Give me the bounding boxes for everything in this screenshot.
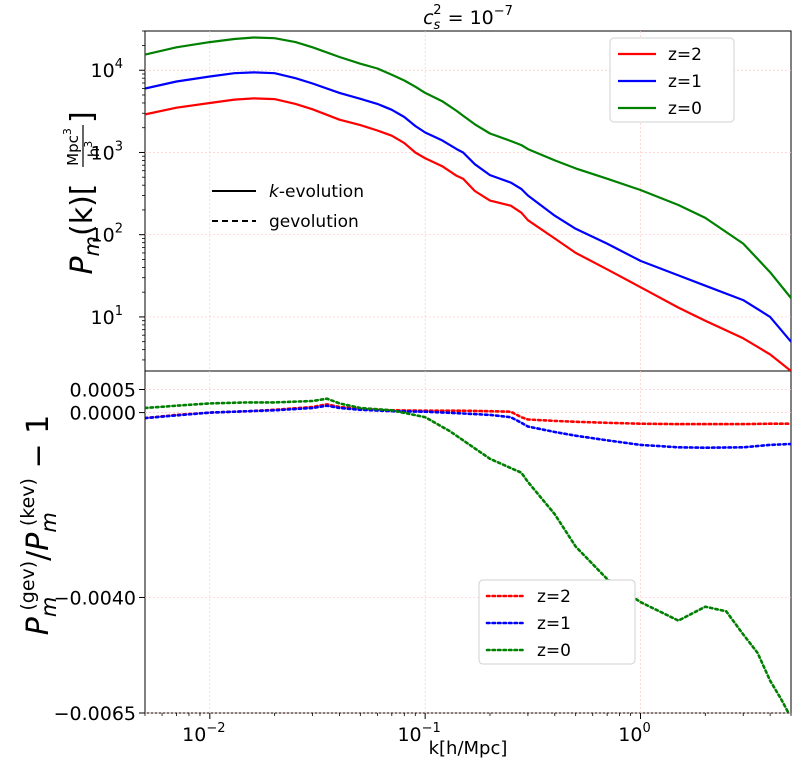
style-legend-k: k [269, 182, 280, 202]
bottom-legend-frame [478, 579, 636, 665]
title-c: c [423, 7, 434, 29]
top-legend-frame [609, 37, 735, 123]
svg-text:Mpc3: Mpc3 [61, 128, 82, 166]
bottom-color-legend: z=2 z=1 z=0 [478, 579, 636, 665]
bottom-ytick-label-1: 0.0000 [70, 403, 136, 425]
top-ytick-label-0: 101 [91, 304, 123, 329]
top-yaxis-ticks: 101 102 103 104 [91, 30, 145, 361]
top-ylabel: Pm(k)[ Mpc3 h3 ] [61, 111, 104, 274]
xtick-label-1: 10−1 [397, 721, 440, 746]
style-legend: k-evolution gevolution [212, 182, 364, 232]
ylabel-num: Mpc [64, 135, 82, 166]
svg-text:]: ] [65, 111, 100, 123]
bottom-panel-frame [144, 370, 792, 714]
top-series-line-z=0 [145, 36, 791, 299]
svg-text:Pm(gev)/Pm(kev) − 1: Pm(gev)/Pm(kev) − 1 [17, 415, 61, 635]
top-legend-label-2: z=0 [668, 99, 702, 119]
ratio-sub2: m [37, 512, 61, 532]
title-sup: 2 [433, 3, 441, 18]
xtick-label-2: 100 [618, 721, 650, 746]
style-legend-k-rest: -evolution [279, 182, 364, 202]
title-sub: s [434, 18, 441, 33]
ylabel-close: ] [65, 111, 100, 123]
top-series-line-z=1 [145, 71, 791, 343]
title-exp: −7 [494, 4, 513, 19]
top-legend-label-1: z=1 [668, 72, 702, 92]
ylabel-paren: (k)[ [65, 183, 100, 236]
svg-text:Pm(k)[: Pm(k)[ [65, 183, 104, 274]
ratio-P2: P [21, 532, 56, 551]
top-series-line-z=2 [145, 97, 791, 371]
bottom-ylabel: Pm(gev)/Pm(kev) − 1 [17, 415, 61, 635]
x-axis-label: k[h/Mpc] [429, 738, 508, 759]
ratio-P: P [21, 616, 56, 635]
bottom-legend-label-2: z=0 [537, 641, 571, 661]
ratio-sup2: (kev) [17, 478, 39, 526]
top-series-lines [145, 36, 791, 371]
bottom-series-line-z=1 [145, 404, 791, 450]
chart-title: cs2 = 10−7 [423, 3, 513, 33]
title-eq: = 10 [442, 7, 494, 29]
ylabel-sub: m [80, 236, 104, 256]
top-legend-label-0: z=2 [668, 45, 702, 65]
top-color-legend: z=2 z=1 z=0 [609, 37, 735, 123]
ylabel-den-sup: 3 [82, 141, 95, 148]
bottom-series-lines [145, 397, 791, 713]
svg-text:h3: h3 [82, 141, 103, 158]
ylabel-P: P [65, 256, 100, 275]
xtick-label-0: 10−2 [182, 721, 225, 746]
ratio-sub: m [37, 597, 61, 617]
svg-text:k-evolution: k-evolution [269, 182, 364, 202]
top-ytick-label-3: 104 [91, 57, 123, 82]
ylabel-den: h [85, 148, 103, 158]
bottom-legend-label-1: z=1 [537, 614, 571, 634]
ylabel-num-sup: 3 [61, 128, 74, 135]
bottom-ytick-label-0: 0.0005 [70, 379, 136, 401]
ratio-tail: − 1 [21, 415, 56, 478]
bottom-legend-label-0: z=2 [537, 587, 571, 607]
top-ytick-label-1: 102 [91, 222, 123, 247]
top-ytick-label-2: 103 [91, 139, 123, 164]
style-legend-gevolution: gevolution [269, 212, 359, 232]
ratio-sup: (gev) [17, 561, 39, 611]
bottom-ytick-label-2: −0.0040 [54, 587, 136, 609]
ratio-slash: / [21, 550, 56, 561]
bottom-gridlines [145, 371, 791, 714]
bottom-series-line-z=0 [145, 397, 791, 713]
bottom-ytick-label-3: −0.0065 [54, 703, 136, 725]
